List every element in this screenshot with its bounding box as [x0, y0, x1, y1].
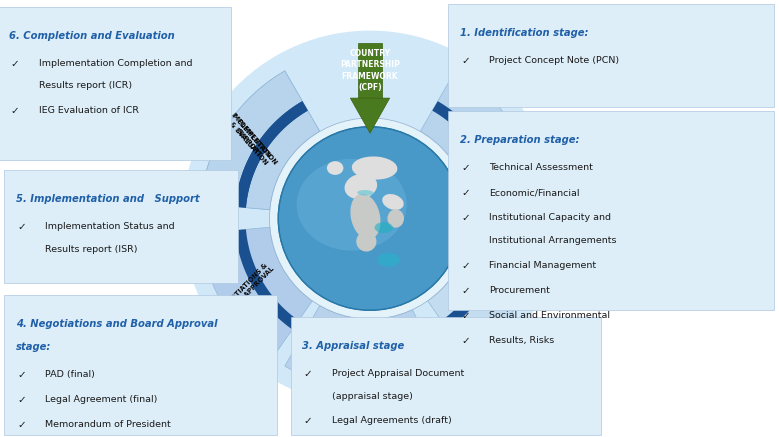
Ellipse shape [344, 173, 377, 199]
Ellipse shape [182, 31, 558, 406]
Text: ✓: ✓ [461, 336, 470, 346]
Text: ✓: ✓ [304, 369, 312, 379]
Text: Project Appraisal Document: Project Appraisal Document [332, 369, 464, 378]
Ellipse shape [387, 209, 404, 228]
Text: Procurement: Procurement [489, 286, 550, 295]
Polygon shape [428, 218, 541, 358]
Text: Legal Agreement (final): Legal Agreement (final) [45, 395, 157, 404]
Polygon shape [200, 227, 312, 358]
Text: ✓: ✓ [461, 188, 470, 198]
Text: ✓: ✓ [461, 213, 470, 223]
Ellipse shape [356, 231, 376, 252]
Text: ✓: ✓ [17, 222, 26, 232]
Polygon shape [351, 98, 390, 133]
Text: Implementation Status and: Implementation Status and [45, 222, 174, 231]
Polygon shape [200, 71, 319, 210]
Polygon shape [432, 101, 505, 208]
Ellipse shape [352, 156, 397, 180]
Text: IEG Evaluation of ICR: IEG Evaluation of ICR [39, 106, 139, 115]
Text: COMPLETION
& EVALUATION: COMPLETION & EVALUATION [228, 116, 273, 166]
Bar [358, 43, 382, 98]
Polygon shape [200, 71, 319, 210]
Text: 1. Identification stage:: 1. Identification stage: [460, 28, 588, 38]
Text: Technical Assessment: Technical Assessment [489, 163, 593, 173]
Polygon shape [302, 326, 427, 354]
Text: ✓: ✓ [11, 106, 19, 116]
Text: COUNTRY
PARTNERSHIP
FRAMEWORK
(CPF): COUNTRY PARTNERSHIP FRAMEWORK (CPF) [340, 49, 400, 92]
FancyBboxPatch shape [448, 111, 774, 310]
Text: 2. Preparation stage:: 2. Preparation stage: [460, 135, 579, 146]
Polygon shape [235, 229, 298, 329]
Text: Results, Risks: Results, Risks [489, 336, 555, 345]
Text: ✓: ✓ [461, 311, 470, 321]
Text: ✓: ✓ [461, 163, 470, 173]
Ellipse shape [377, 253, 400, 267]
Ellipse shape [382, 194, 404, 210]
Text: APPRAISAL: APPRAISAL [361, 340, 368, 382]
Text: (appraisal stage): (appraisal stage) [332, 392, 413, 401]
Polygon shape [442, 218, 506, 329]
Text: ✓: ✓ [11, 59, 19, 69]
Text: 3. Appraisal stage: 3. Appraisal stage [302, 341, 404, 351]
Text: Social and Environmental: Social and Environmental [489, 311, 610, 320]
Ellipse shape [297, 159, 407, 251]
Ellipse shape [351, 194, 380, 239]
Text: 6. Completion and Evaluation: 6. Completion and Evaluation [9, 31, 175, 41]
Text: Results report (ICR): Results report (ICR) [39, 81, 132, 90]
Text: Legal Agreements (draft): Legal Agreements (draft) [332, 416, 452, 426]
Text: Implementation Completion and: Implementation Completion and [39, 59, 192, 68]
Ellipse shape [375, 222, 393, 233]
Polygon shape [235, 101, 308, 208]
Ellipse shape [327, 161, 344, 175]
Text: Institutional Arrangements: Institutional Arrangements [489, 236, 617, 245]
Text: ✓: ✓ [461, 286, 470, 296]
FancyBboxPatch shape [4, 170, 238, 283]
Text: Results report (ISR): Results report (ISR) [45, 245, 138, 254]
Text: ✓: ✓ [17, 420, 26, 430]
Text: IDENTIFICATION: IDENTIFICATION [468, 119, 513, 168]
Text: ✓: ✓ [304, 416, 312, 427]
FancyBboxPatch shape [291, 317, 601, 435]
Text: Economic/Financial: Economic/Financial [489, 188, 580, 198]
FancyBboxPatch shape [448, 4, 774, 107]
Ellipse shape [278, 127, 462, 310]
FancyBboxPatch shape [0, 7, 231, 160]
Text: PAD (final): PAD (final) [45, 370, 95, 379]
Text: Institutional Capacity and: Institutional Capacity and [489, 213, 612, 222]
Text: Project Concept Note (PCN): Project Concept Note (PCN) [489, 56, 619, 66]
Text: ✓: ✓ [461, 56, 470, 66]
Text: ✓: ✓ [461, 261, 470, 271]
Text: IMPLEMENTATION
SUPPORT: IMPLEMENTATION SUPPORT [224, 111, 278, 171]
Text: PREPARATION: PREPARATION [475, 263, 518, 303]
Text: ✓: ✓ [17, 370, 26, 380]
Text: ✓: ✓ [17, 395, 26, 405]
Text: 4. Negotiations and Board Approval: 4. Negotiations and Board Approval [16, 319, 217, 329]
Text: Financial Management: Financial Management [489, 261, 597, 270]
Polygon shape [235, 101, 308, 208]
Ellipse shape [270, 118, 471, 319]
Text: Memorandum of President: Memorandum of President [45, 420, 171, 429]
Polygon shape [421, 71, 540, 210]
Text: stage:: stage: [16, 342, 51, 352]
Ellipse shape [358, 190, 374, 196]
FancyBboxPatch shape [4, 295, 277, 435]
Text: 5. Implementation and   Support: 5. Implementation and Support [16, 194, 199, 204]
Text: NEGOTIATIONS &
BOARD APPROVAL: NEGOTIATIONS & BOARD APPROVAL [219, 260, 276, 319]
Polygon shape [285, 305, 442, 389]
